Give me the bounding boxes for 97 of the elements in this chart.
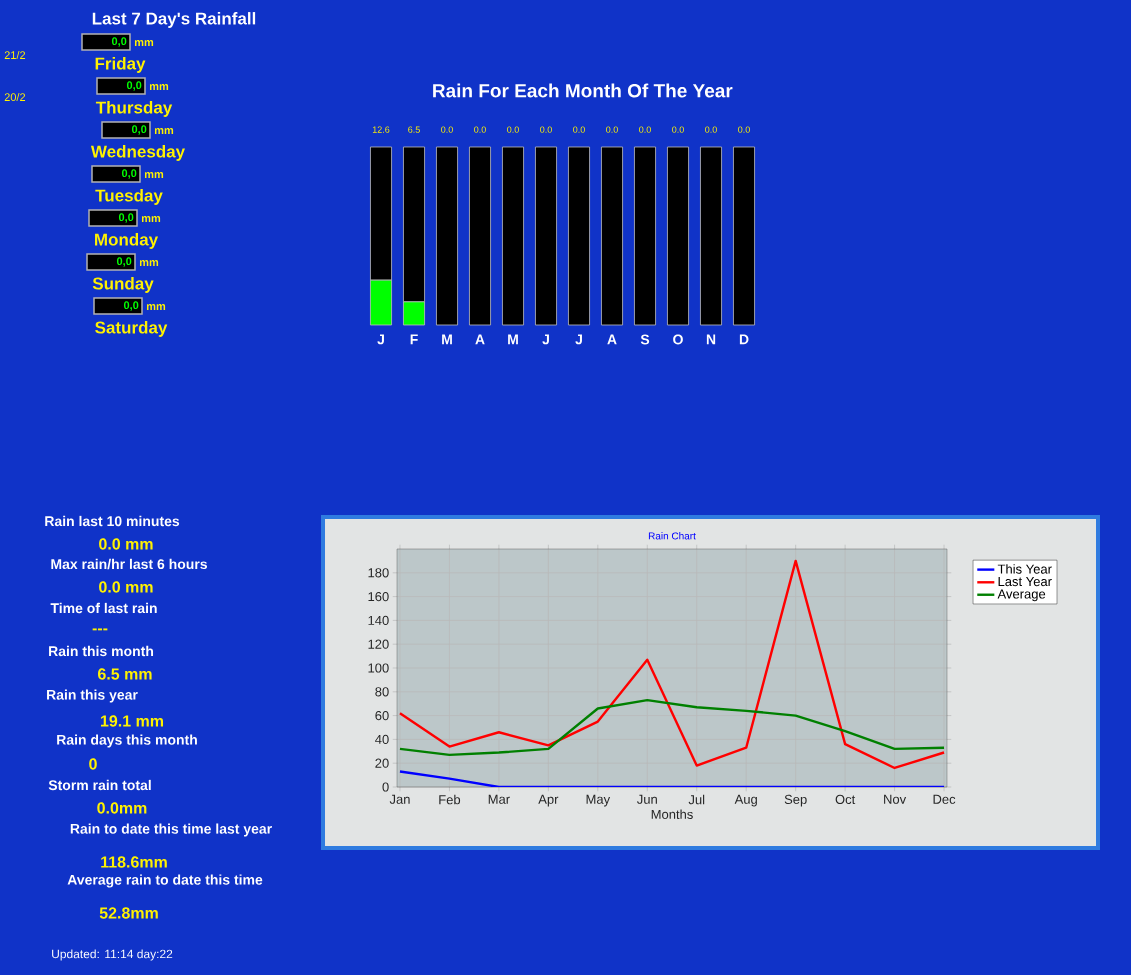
- text: 0.0mm: [97, 802, 147, 814]
- x-tick-label: Feb: [439, 794, 461, 805]
- text: Rain this month: [49, 645, 154, 657]
- text: 0,0: [118, 213, 134, 223]
- legend-label: Last Year: [998, 577, 1052, 587]
- text: mm: [154, 128, 174, 134]
- y-tick-label: 60: [375, 710, 389, 721]
- x-tick-label: D: [739, 334, 749, 345]
- text: Tuesday: [95, 189, 163, 205]
- text: Time of last rain: [50, 602, 157, 614]
- legend-label: Average: [997, 589, 1046, 602]
- text: Average rain to date this time: [67, 874, 263, 888]
- x-axis-title: Months: [651, 809, 693, 819]
- data-label: 0.0: [639, 126, 651, 133]
- data-label: 0.0: [441, 126, 453, 133]
- y-tick-label: 160: [368, 591, 389, 602]
- text: 118.6mm: [101, 856, 167, 868]
- x-tick-label: Mar: [488, 794, 510, 804]
- text: 0,0: [116, 257, 132, 267]
- text: 0.0 mm: [99, 538, 153, 550]
- y-tick-label: 40: [375, 734, 389, 744]
- y-tick-label: 100: [368, 663, 389, 673]
- data-label: 0.0: [540, 126, 552, 133]
- text: 0: [89, 758, 97, 770]
- text: Last 7 Day's Rainfall: [92, 12, 256, 28]
- y-tick-label: 120: [368, 639, 389, 649]
- data-label: 0.0: [672, 126, 684, 133]
- x-tick-label: F: [410, 334, 418, 345]
- text: mm: [141, 216, 161, 222]
- x-tick-label: May: [586, 794, 611, 807]
- y-tick-label: 20: [375, 758, 389, 768]
- x-tick-label: Sep: [784, 794, 807, 807]
- text: 0,0: [111, 37, 127, 47]
- text: Storm rain total: [48, 779, 151, 791]
- text: Sunday: [92, 277, 154, 293]
- text: Monday: [95, 233, 159, 249]
- x-tick-label: Jun: [637, 794, 657, 804]
- text: mm: [139, 260, 159, 266]
- x-tick-label: Aug: [734, 794, 757, 807]
- line-series: [398, 698, 946, 757]
- text: 0,0: [123, 301, 139, 311]
- text: Updated: 11:14 day:22: [52, 949, 173, 961]
- y-tick-label: 180: [368, 568, 389, 578]
- text: 0,0: [131, 125, 147, 135]
- text: Rain days this month: [57, 734, 197, 748]
- text: 0,0: [126, 81, 142, 91]
- y-tick-label: 80: [375, 687, 389, 697]
- text: Rain to date this time last year: [70, 823, 272, 837]
- text: 0.0 mm: [99, 581, 153, 593]
- x-tick-label: J: [575, 334, 582, 345]
- text: Friday: [95, 57, 146, 73]
- text: 21/2: [4, 50, 26, 60]
- x-tick-label: N: [706, 334, 716, 345]
- y-tick-label: 0: [382, 782, 389, 792]
- x-tick-label: Oct: [835, 794, 856, 804]
- x-tick-label: A: [607, 334, 617, 345]
- text: mm: [144, 172, 164, 178]
- text: 52.8mm: [99, 907, 158, 919]
- text: Saturday: [95, 321, 168, 337]
- data-label: 0.0: [507, 126, 519, 133]
- text: Rain this year: [47, 689, 138, 703]
- x-tick-label: A: [475, 334, 485, 345]
- x-tick-label: J: [377, 334, 384, 345]
- data-label: 0.0: [573, 126, 585, 133]
- x-tick-label: Jul: [688, 794, 705, 805]
- text: Rain last 10 minutes: [45, 515, 180, 527]
- data-label: 0.0: [705, 126, 717, 133]
- chart-title: Rain For Each Month Of The Year: [433, 83, 733, 98]
- text: Max rain/hr last 6 hours: [51, 558, 208, 570]
- text: 0,0: [121, 169, 137, 179]
- data-label: 6.5: [408, 126, 420, 133]
- text: Wednesday: [90, 145, 185, 161]
- text: mm: [149, 84, 169, 90]
- x-tick-label: M: [442, 334, 452, 345]
- x-tick-label: S: [640, 334, 650, 345]
- text: Thursday: [95, 101, 173, 117]
- x-tick-label: J: [542, 334, 549, 345]
- x-tick-label: O: [673, 334, 683, 345]
- x-tick-label: Dec: [933, 794, 956, 804]
- x-tick-label: Apr: [538, 794, 559, 807]
- legend-label: This Year: [997, 564, 1052, 574]
- text: mm: [146, 304, 166, 310]
- x-tick-label: Jan: [389, 794, 410, 804]
- data-label: 0.0: [474, 126, 486, 133]
- y-tick-label: 140: [368, 615, 389, 625]
- text: ---: [92, 628, 108, 631]
- line-series: [398, 559, 946, 770]
- data-label: 0.0: [606, 126, 618, 133]
- text: mm: [134, 40, 154, 46]
- chart-title: Rain Chart: [648, 532, 696, 540]
- x-tick-label: M: [508, 334, 518, 345]
- x-tick-label: Nov: [884, 794, 907, 804]
- text: 20/2: [4, 92, 26, 102]
- text: 19.1 mm: [100, 715, 164, 727]
- data-label: 0.0: [738, 126, 750, 133]
- data-label: 12.6: [372, 126, 390, 133]
- text: 6.5 mm: [98, 668, 152, 680]
